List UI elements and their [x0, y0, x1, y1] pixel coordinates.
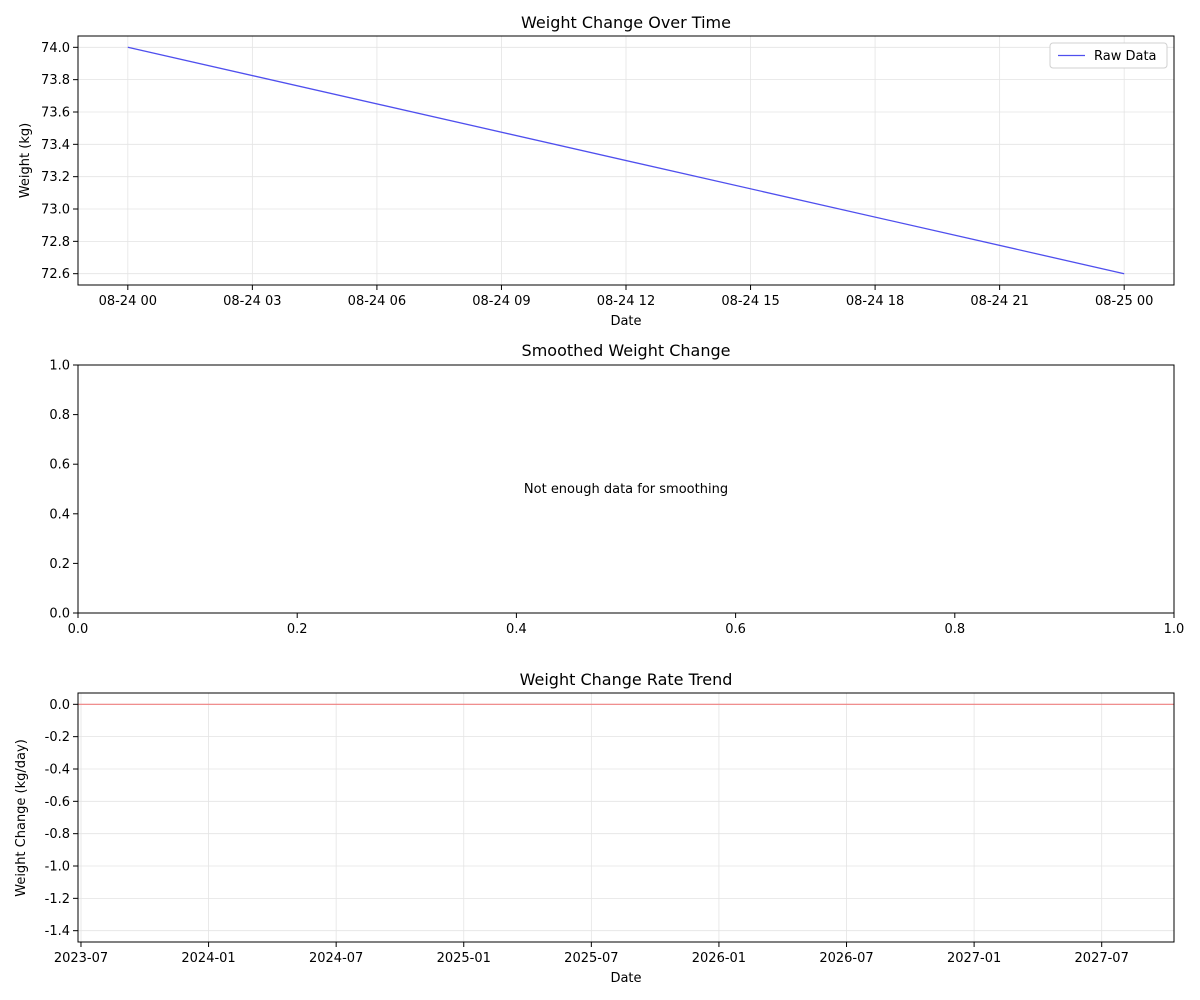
panel-weight-over-time: Weight Change Over Time 08-24 00 08-24 03… — [18, 13, 1175, 329]
chart3-y-axis: -1.4 -1.2 -1.0 -0.8 -0.6 -0.4 -0.2 0.0 — [45, 698, 78, 939]
chart1-y-tick-label: 73.8 — [41, 73, 70, 88]
chart2-x-tick-label: 1.0 — [1164, 622, 1185, 637]
chart1-x-tick-label: 08-24 21 — [970, 294, 1028, 309]
chart3-x-tick-label: 2026-01 — [692, 951, 746, 966]
chart2-y-tick-label: 1.0 — [49, 359, 70, 374]
chart1-legend: Raw Data — [1049, 42, 1168, 69]
chart2-title: Smoothed Weight Change — [522, 341, 731, 360]
chart1-series — [127, 46, 1125, 275]
chart2-y-tick-label: 0.8 — [49, 408, 70, 423]
chart1-y-tick-label: 74.0 — [41, 41, 70, 56]
chart1-y-tick-label: 73.0 — [41, 203, 70, 218]
chart1-y-label: Weight (kg) — [18, 123, 33, 198]
chart3-grid — [78, 693, 1174, 942]
chart1-y-tick-label: 72.6 — [41, 267, 70, 282]
chart1-series-line — [127, 46, 1125, 275]
chart2-x-tick-label: 0.2 — [287, 622, 308, 637]
chart1-x-tick-label: 08-24 12 — [597, 294, 655, 309]
chart2-x-tick-label: 0.6 — [725, 622, 746, 637]
chart3-y-tick-label: 0.0 — [49, 698, 70, 713]
chart1-y-tick-label: 73.4 — [41, 138, 70, 153]
chart3-y-tick-label: -0.8 — [45, 827, 70, 842]
chart2-y-tick-label: 0.0 — [49, 607, 70, 622]
panel-rate-trend: Weight Change Rate Trend 2023-07 2024-01 2… — [14, 670, 1175, 986]
chart3-y-tick-label: -1.4 — [45, 924, 70, 939]
chart2-annotation: Not enough data for smoothing — [524, 482, 728, 497]
chart3-y-tick-label: -1.2 — [45, 892, 70, 907]
chart2-y-tick-label: 0.4 — [49, 507, 70, 522]
chart3-x-tick-label: 2023-07 — [54, 951, 108, 966]
chart3-x-tick-label: 2026-07 — [819, 951, 873, 966]
chart3-y-tick-label: -0.2 — [45, 730, 70, 745]
chart3-x-tick-label: 2024-01 — [181, 951, 235, 966]
chart2-y-tick-label: 0.6 — [49, 458, 70, 473]
chart3-x-tick-label: 2027-07 — [1075, 951, 1129, 966]
chart3-x-tick-label: 2025-07 — [564, 951, 618, 966]
chart1-x-tick-label: 08-24 15 — [721, 294, 779, 309]
chart1-grid — [78, 36, 1174, 285]
chart2-x-axis: 0.0 0.2 0.4 0.6 0.8 1.0 — [68, 613, 1185, 637]
chart3-y-tick-label: -0.6 — [45, 795, 70, 810]
legend-label-raw-data: Raw Data — [1094, 49, 1157, 64]
chart3-y-label: Weight Change (kg/day) — [14, 739, 29, 897]
chart3-x-tick-label: 2024-07 — [309, 951, 363, 966]
chart3-x-tick-label: 2025-01 — [437, 951, 491, 966]
chart3-x-label: Date — [610, 971, 641, 986]
chart3-plot-area — [77, 692, 1175, 943]
chart2-plot-area — [77, 364, 1175, 614]
chart1-y-tick-label: 72.8 — [41, 235, 70, 250]
chart3-y-tick-label: -0.4 — [45, 762, 70, 777]
panel-smoothed: Smoothed Weight Change 0.0 0.2 0.4 0.6 0.8 1.… — [49, 341, 1184, 637]
chart1-x-tick-label: 08-24 00 — [99, 294, 157, 309]
chart3-x-tick-label: 2027-01 — [947, 951, 1001, 966]
chart1-x-label: Date — [610, 314, 641, 329]
chart1-x-tick-label: 08-24 06 — [348, 294, 406, 309]
chart1-x-tick-label: 08-24 09 — [472, 294, 530, 309]
chart2-x-tick-label: 0.0 — [68, 622, 89, 637]
chart1-x-tick-label: 08-24 03 — [223, 294, 281, 309]
chart3-title: Weight Change Rate Trend — [520, 670, 733, 689]
chart2-y-axis: 0.0 0.2 0.4 0.6 0.8 1.0 — [49, 359, 78, 622]
chart2-y-tick-label: 0.2 — [49, 557, 70, 572]
chart1-x-axis: 08-24 00 08-24 03 08-24 06 08-24 09 08-24 12… — [99, 285, 1153, 309]
chart3-x-axis: 2023-07 2024-01 2024-07 2025-01 2025-07 2026-… — [54, 942, 1129, 966]
chart2-x-tick-label: 0.8 — [944, 622, 965, 637]
legend-box — [1049, 42, 1168, 69]
chart1-title: Weight Change Over Time — [521, 13, 731, 32]
chart1-y-tick-label: 73.6 — [41, 105, 70, 120]
chart1-x-tick-label: 08-25 00 — [1095, 294, 1153, 309]
chart2-x-tick-label: 0.4 — [506, 622, 527, 637]
chart1-x-tick-label: 08-24 18 — [846, 294, 904, 309]
chart3-y-tick-label: -1.0 — [45, 860, 70, 875]
chart1-y-tick-label: 73.2 — [41, 170, 70, 185]
chart1-y-axis: 72.6 72.8 73.0 73.2 73.4 73.6 73.8 74.0 — [41, 41, 78, 282]
